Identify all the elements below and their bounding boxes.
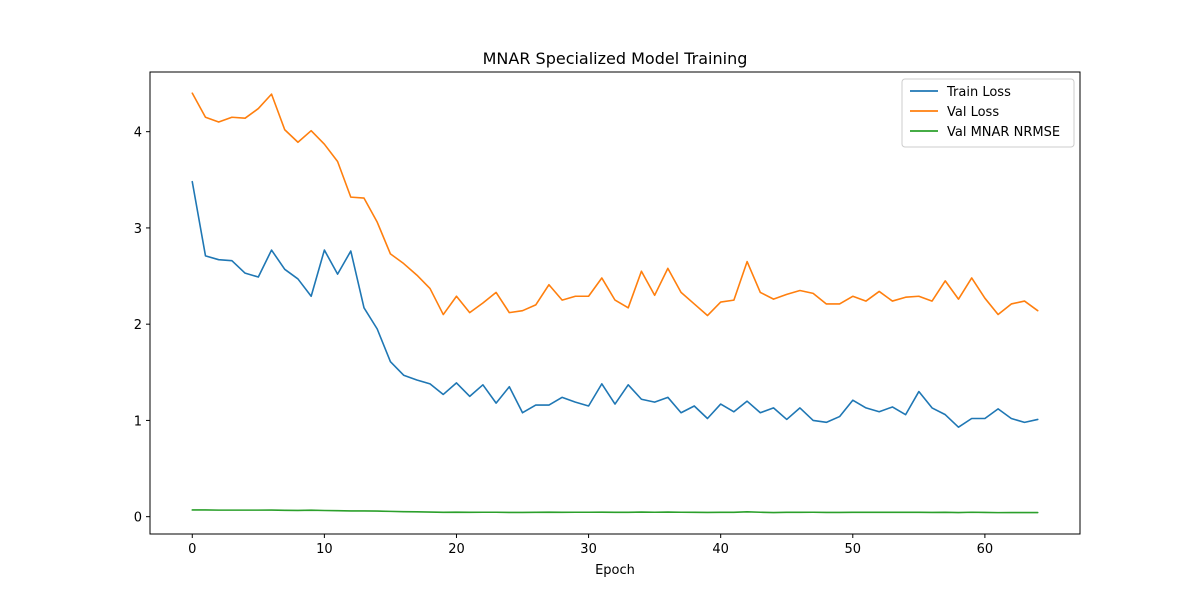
legend-label: Train Loss [946,85,1011,100]
x-axis-title: Epoch [595,563,635,578]
legend-label: Val MNAR NRMSE [947,125,1060,140]
x-tick-label: 0 [188,542,196,557]
series-line-val-loss [191,92,1039,317]
legend-box [901,78,1075,148]
chart-title: MNAR Specialized Model Training [483,49,748,68]
y-tick-label: 2 [134,318,142,333]
x-tick-label: 20 [448,542,465,557]
x-tick-label: 40 [712,542,729,557]
y-axis: 0 1 2 3 4 [134,126,150,526]
legend-label: Val Loss [947,105,999,120]
axes-frame [149,71,1081,535]
x-tick-label: 30 [580,542,597,557]
series-line-train-loss [191,180,1039,428]
y-tick-label: 4 [134,126,142,141]
series-line-val-mnar-nrmse [191,509,1039,514]
x-tick-label: 50 [845,542,862,557]
x-axis: 0 10 20 30 40 50 60 [188,534,993,557]
y-tick-label: 3 [134,222,142,237]
plot-area [191,92,1039,514]
x-tick-label: 60 [977,542,994,557]
legend: Train Loss Val Loss Val MNAR NRMSE [901,78,1075,148]
x-tick-label: 10 [316,542,333,557]
y-tick-label: 1 [134,414,142,429]
y-tick-label: 0 [134,511,142,526]
